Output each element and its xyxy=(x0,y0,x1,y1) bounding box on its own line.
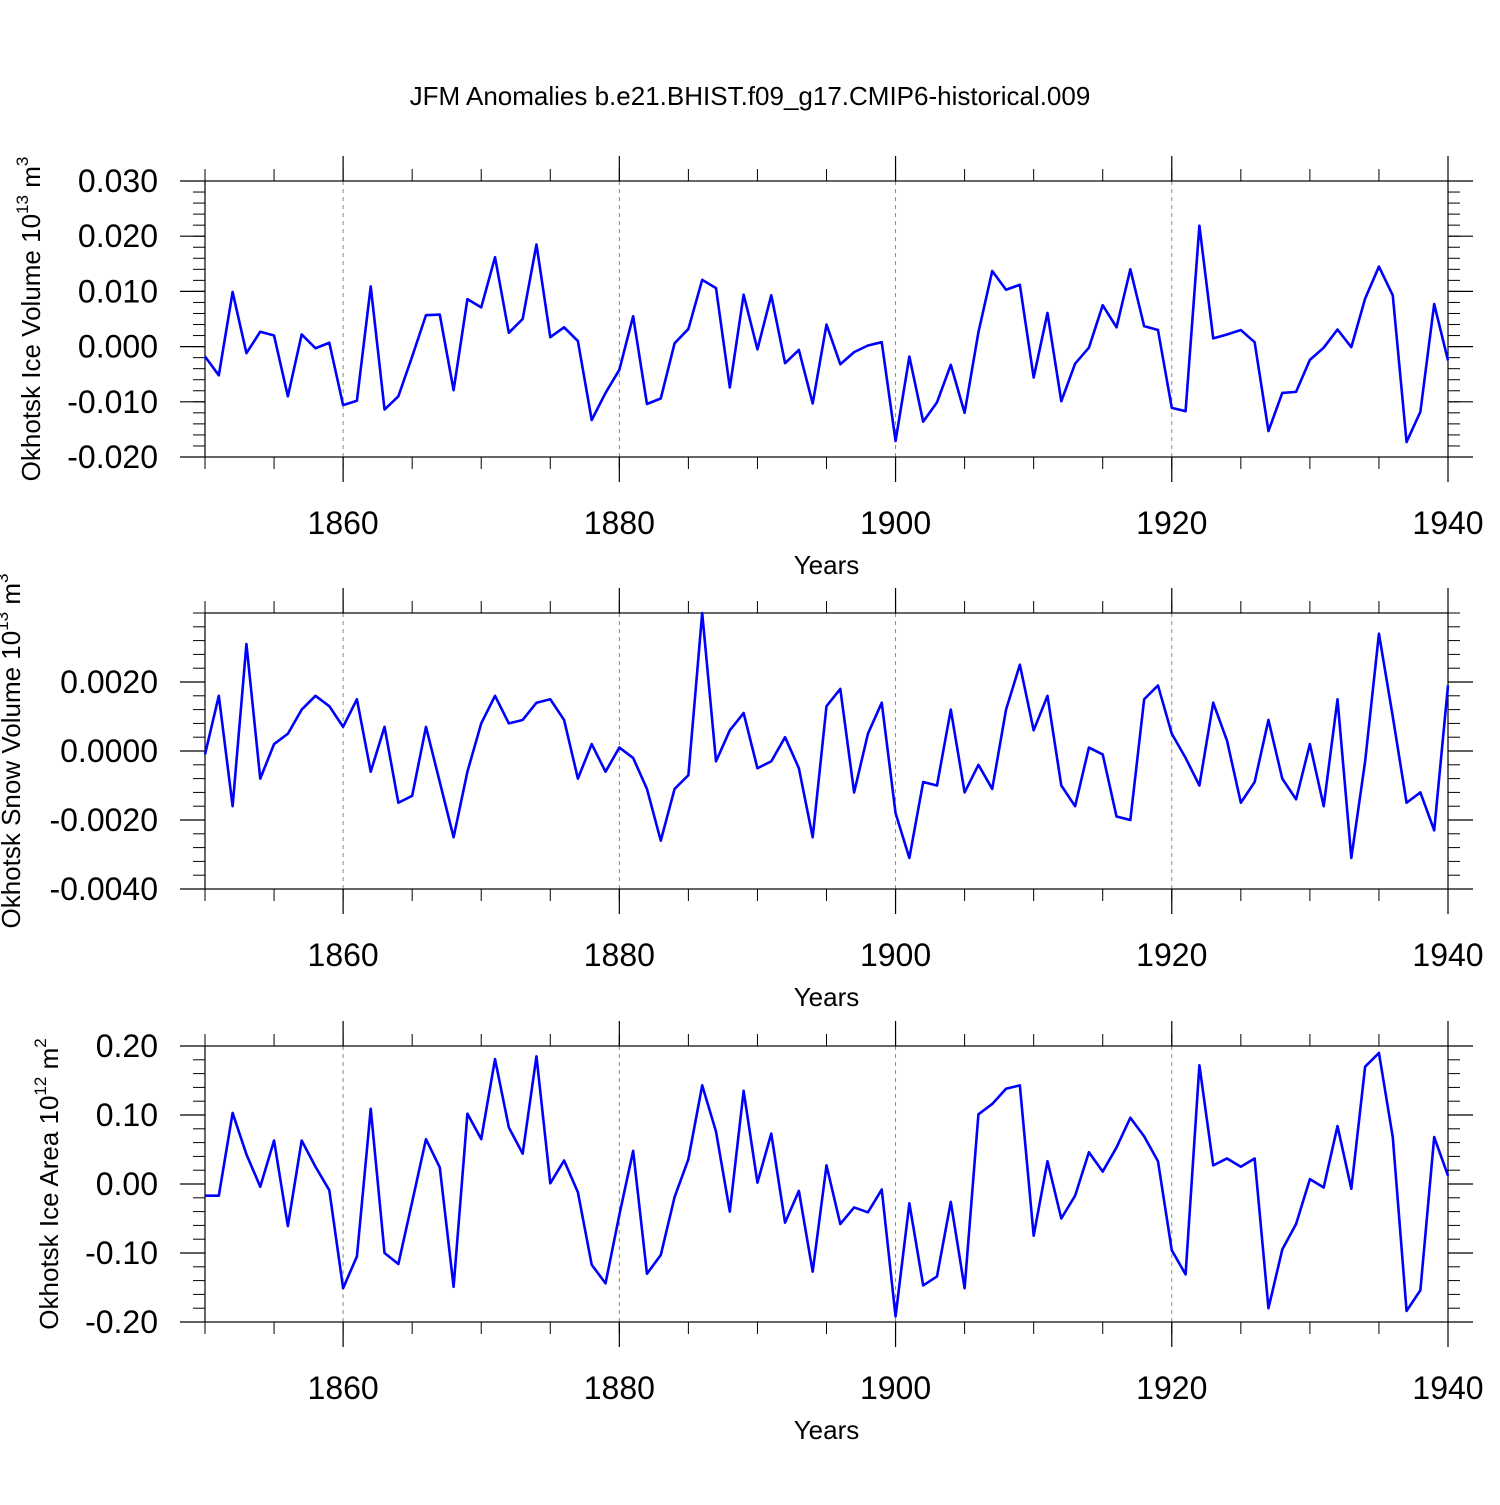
y-tick-label: 0.000 xyxy=(78,329,158,365)
y-tick-label: -0.020 xyxy=(67,439,158,475)
x-tick-label: 1880 xyxy=(584,937,655,973)
y-tick-label: 0.0020 xyxy=(60,664,158,700)
x-tick-label: 1920 xyxy=(1136,505,1207,541)
y-axis-title-exponent: 13 xyxy=(13,195,32,214)
y-tick-label: 0.030 xyxy=(78,163,158,199)
y-axis-title-exponent: 12 xyxy=(31,1077,50,1096)
y-tick-label: -0.10 xyxy=(85,1235,158,1271)
x-tick-label: 1860 xyxy=(308,1370,379,1406)
y-axis-title: Okhotsk Snow Volume 1013 m3 xyxy=(0,574,26,929)
y-axis-title-unit-exponent: 3 xyxy=(13,157,32,166)
plot-frame xyxy=(204,180,1449,458)
x-tick-label: 1860 xyxy=(308,937,379,973)
x-tick-label: 1940 xyxy=(1412,505,1483,541)
y-axis-title: Okhotsk Ice Area 1012 m2 xyxy=(31,1038,64,1329)
y-tick-label: -0.0040 xyxy=(49,871,158,907)
y-tick-label: 0.20 xyxy=(96,1028,158,1064)
x-axis-title: Years xyxy=(794,550,860,580)
y-tick-label: 0.0000 xyxy=(60,733,158,769)
y-axis-title-text: Okhotsk Snow Volume 10 xyxy=(0,631,26,929)
y-axis-title-unit: m xyxy=(0,583,26,612)
y-axis-title: Okhotsk Ice Volume 1013 m3 xyxy=(13,157,46,482)
y-axis-title-text: Okhotsk Ice Volume 10 xyxy=(16,214,46,481)
x-tick-label: 1900 xyxy=(860,937,931,973)
plot-frame xyxy=(204,1045,1449,1323)
y-axis-title-unit: m xyxy=(34,1048,64,1077)
panel-1: 1860 1880 1900 1920 1940 Years -0.020 -0.010 0.0… xyxy=(13,156,1484,580)
y-axis-title-text: Okhotsk Ice Area 10 xyxy=(34,1096,64,1330)
panel-3: 1860 1880 1900 1920 1940 Years -0.20 -0.10 0.00 0… xyxy=(31,1021,1484,1445)
panel-2: 1860 1880 1900 1920 1940 Years -0.0040 -0.0020 0… xyxy=(0,574,1484,1013)
figure-title: JFM Anomalies b.e21.BHIST.f09_g17.CMIP6-… xyxy=(410,81,1091,111)
y-tick-label: -0.20 xyxy=(85,1304,158,1340)
x-tick-label: 1900 xyxy=(860,505,931,541)
y-tick-label: 0.00 xyxy=(96,1166,158,1202)
x-tick-label: 1920 xyxy=(1136,1370,1207,1406)
y-tick-label: -0.0020 xyxy=(49,802,158,838)
x-tick-label: 1880 xyxy=(584,505,655,541)
x-tick-label: 1860 xyxy=(308,505,379,541)
y-axis-title-unit-exponent: 2 xyxy=(31,1038,50,1047)
y-axis-title-unit: m xyxy=(16,166,46,195)
y-axis-title-unit-exponent: 3 xyxy=(0,574,12,583)
y-axis-title-exponent: 13 xyxy=(0,612,12,631)
x-tick-label: 1920 xyxy=(1136,937,1207,973)
x-tick-label: 1900 xyxy=(860,1370,931,1406)
x-tick-label: 1940 xyxy=(1412,1370,1483,1406)
y-tick-label: 0.010 xyxy=(78,273,158,309)
series-line xyxy=(203,224,1450,444)
y-tick-label: 0.10 xyxy=(96,1097,158,1133)
y-tick-label: 0.020 xyxy=(78,218,158,254)
x-axis-title: Years xyxy=(794,982,860,1012)
x-axis-title: Years xyxy=(794,1415,860,1445)
x-tick-label: 1940 xyxy=(1412,937,1483,973)
x-tick-label: 1880 xyxy=(584,1370,655,1406)
series-line xyxy=(203,611,1450,860)
series-line xyxy=(205,1051,1450,1318)
y-tick-label: -0.010 xyxy=(67,384,158,420)
